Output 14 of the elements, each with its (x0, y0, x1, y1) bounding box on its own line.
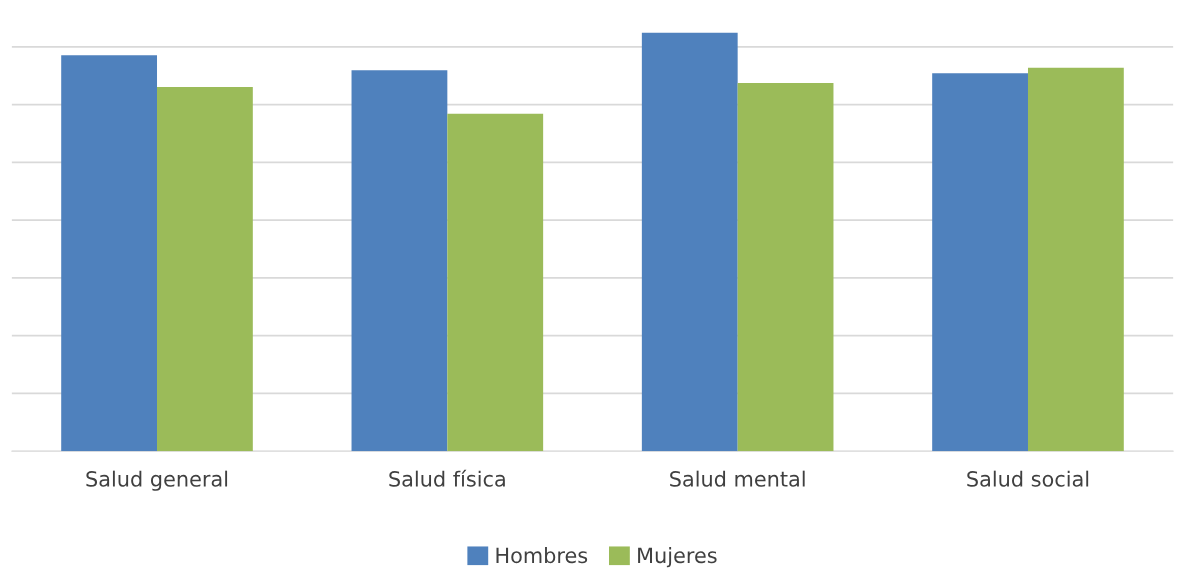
bar (157, 87, 253, 452)
legend-label: Hombres (496, 547, 588, 564)
bar (1027, 67, 1124, 452)
bar (61, 55, 158, 452)
bar (351, 70, 448, 452)
bar (932, 73, 1028, 452)
bar (447, 113, 544, 452)
x-tick-label: Salud general (86, 470, 228, 491)
x-tick-label: Salud social (967, 470, 1089, 487)
x-tick-label: Salud física (389, 469, 505, 487)
legend-label: Mujeres (638, 547, 717, 568)
bar (641, 32, 738, 452)
bar (737, 82, 834, 452)
x-tick-label: Salud mental (670, 470, 805, 487)
